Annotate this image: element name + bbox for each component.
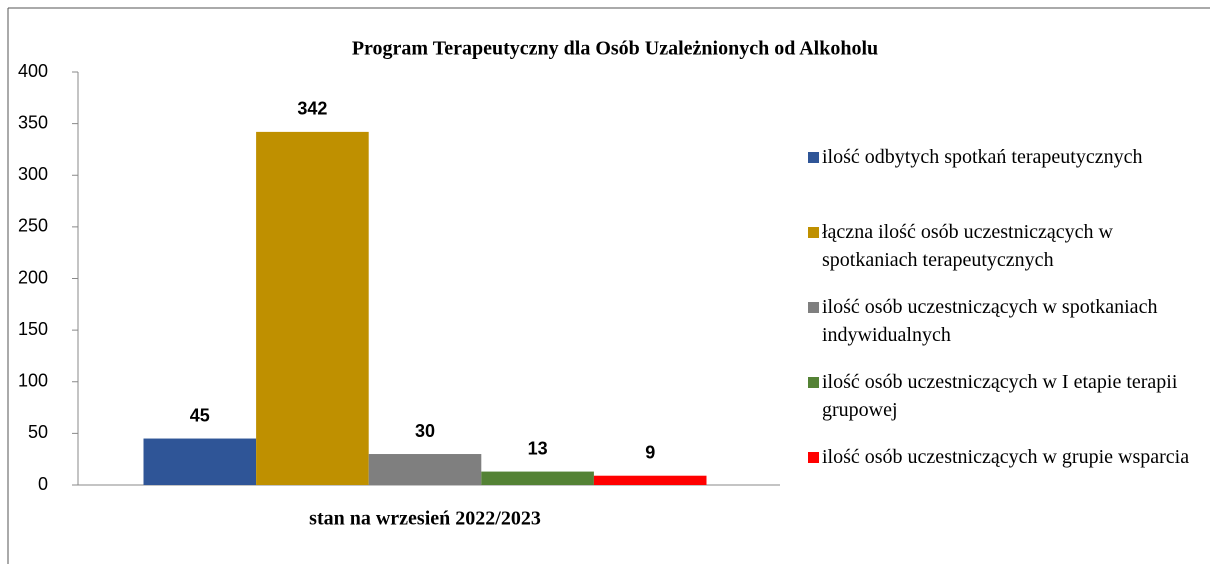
legend-entry: ilość osób uczestniczących w I etapie te… [808, 368, 1197, 424]
legend-swatch [808, 302, 819, 313]
bar [593, 475, 707, 485]
legend-label: ilość osób uczestniczących w spotkaniach… [822, 296, 1158, 346]
legend-entry: ilość osób uczestniczących w grupie wspa… [808, 443, 1197, 471]
bar [481, 471, 594, 485]
chart-title: Program Terapeutyczny dla Osób Uzależnio… [352, 38, 878, 60]
legend-swatch [808, 227, 819, 238]
legend-swatch [808, 452, 819, 463]
legend-label: ilość osób uczestniczących w I etapie te… [822, 371, 1178, 421]
legend-swatch [808, 152, 819, 163]
y-tick-label: 250 [18, 216, 48, 236]
y-tick-label: 50 [28, 422, 48, 442]
data-label: 45 [190, 405, 210, 425]
x-tick-label: stan na wrzesień 2022/2023 [309, 508, 541, 530]
legend-label: ilość osób uczestniczących w grupie wspa… [822, 446, 1190, 468]
bar [368, 454, 482, 485]
y-tick-label: 300 [18, 164, 48, 184]
y-tick-label: 400 [18, 61, 48, 81]
bar [256, 131, 369, 485]
data-label: 342 [297, 99, 327, 119]
data-label: 30 [415, 421, 435, 441]
y-tick-label: 0 [38, 474, 48, 494]
legend-entry: ilość odbytych spotkań terapeutycznych [808, 143, 1197, 171]
data-label: 13 [528, 438, 548, 458]
data-label: 9 [645, 442, 655, 462]
y-tick-label: 350 [18, 112, 48, 132]
legend-label: ilość odbytych spotkań terapeutycznych [822, 146, 1143, 168]
y-tick-label: 100 [18, 371, 48, 391]
legend-label: łączna ilość osób uczestniczących w spot… [822, 221, 1113, 271]
y-tick-label: 150 [18, 319, 48, 339]
bar [143, 438, 257, 485]
legend-entry: ilość osób uczestniczących w spotkaniach… [808, 293, 1197, 349]
y-tick-label: 200 [18, 267, 48, 287]
legend-swatch [808, 377, 819, 388]
legend-entry: łączna ilość osób uczestniczących w spot… [808, 218, 1197, 274]
